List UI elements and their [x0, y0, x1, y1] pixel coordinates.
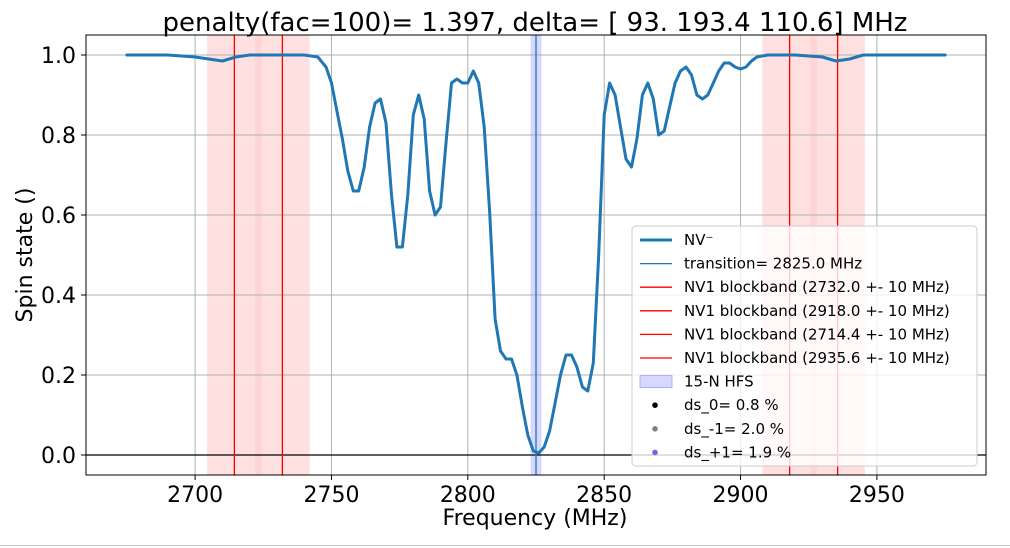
y-tick-label-2: 0.4 [41, 284, 76, 309]
legend-box [631, 225, 978, 467]
legend-label-0: NV⁻ [684, 231, 713, 249]
legend-label-6: 15-N HFS [684, 373, 754, 391]
chart-title: penalty(fac=100)= 1.397, delta= [ 93. 19… [163, 8, 908, 38]
x-tick-label-4: 2900 [713, 483, 769, 508]
y-axis-title: Spin state () [13, 188, 38, 323]
ticks-layer: 2700 2750 2800 2850 2900 2950 0.0 0.2 0.4 0.6 0.8 1… [41, 44, 905, 508]
y-tick-label-4: 0.8 [41, 124, 76, 149]
y-tick-label-1: 0.2 [41, 364, 76, 389]
legend-handle-7 [652, 402, 658, 409]
series-layer [125, 53, 947, 455]
legend-label-2: NV1 blockband (2732.0 +- 10 MHz) [684, 278, 950, 296]
x-tick-label-1: 2750 [303, 483, 359, 508]
x-axis-title: Frequency (MHz) [443, 506, 628, 531]
chart-legend: NV⁻ transition= 2825.0 MHz NV1 blockband (… [631, 225, 978, 467]
legend-label-1: transition= 2825.0 MHz [684, 255, 862, 273]
legend-handle-6 [639, 375, 673, 389]
x-tick-label-3: 2850 [576, 483, 632, 508]
bottom-divider [0, 545, 1010, 546]
legend-label-5: NV1 blockband (2935.6 +- 10 MHz) [684, 349, 950, 367]
y-tick-label-3: 0.6 [41, 204, 76, 229]
legend-label-8: ds_-1= 2.0 % [684, 420, 784, 439]
legend-label-9: ds_+1= 1.9 % [684, 443, 791, 462]
legend-label-3: NV1 blockband (2918.0 +- 10 MHz) [684, 302, 950, 320]
x-tick-label-0: 2700 [167, 483, 223, 508]
x-tick-label-5: 2950 [849, 483, 905, 508]
legend-handle-9 [652, 449, 658, 456]
legend-label-4: NV1 blockband (2714.4 +- 10 MHz) [684, 325, 950, 343]
y-tick-label-5: 1.0 [41, 44, 76, 69]
plot-frame [85, 34, 987, 476]
x-tick-label-2: 2800 [440, 483, 496, 508]
y-tick-label-0: 0.0 [41, 444, 76, 469]
series-line-0 [125, 53, 947, 455]
legend-label-7: ds_0= 0.8 % [684, 396, 779, 415]
legend-handle-8 [652, 426, 658, 432]
